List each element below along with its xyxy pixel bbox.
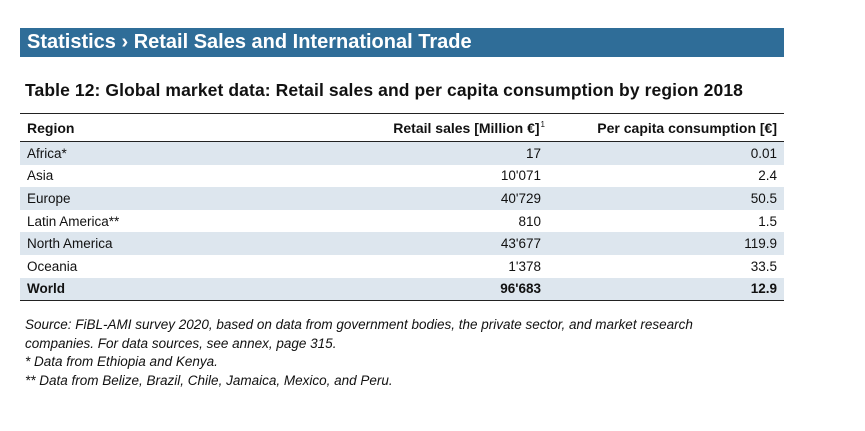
cell-region: Africa* [20, 141, 334, 165]
cell-region: Latin America** [20, 209, 334, 233]
source-note-line-2: companies. For data sources, see annex, … [25, 335, 337, 351]
table-row: Oceania 1'378 33.5 [20, 254, 784, 278]
cell-retail-sales: 40'729 [334, 187, 548, 210]
header-region: Region [20, 113, 334, 142]
cell-per-capita: 1.5 [548, 209, 784, 233]
market-data-table: Region Retail sales [Million €]1 Per cap… [20, 113, 784, 302]
cell-per-capita: 2.4 [548, 164, 784, 188]
cell-region: Asia [20, 164, 334, 188]
cell-total-per-capita: 12.9 [548, 277, 784, 302]
table-row: Europe 40'729 50.5 [20, 187, 784, 210]
cell-retail-sales: 17 [334, 141, 548, 165]
cell-per-capita: 119.9 [548, 232, 784, 255]
cell-retail-sales: 10'071 [334, 164, 548, 188]
cell-per-capita: 0.01 [548, 141, 784, 165]
cell-region: Europe [20, 187, 334, 210]
header-region-label: Region [27, 119, 75, 136]
cell-region: Oceania [20, 254, 334, 278]
footnote-mark: 1 [540, 119, 545, 129]
cell-retail-sales: 1'378 [334, 254, 548, 278]
cell-retail-sales: 43'677 [334, 232, 548, 255]
cell-per-capita: 50.5 [548, 187, 784, 210]
footnote-africa: * Data from Ethiopia and Kenya. [25, 354, 218, 369]
header-retail-sales: Retail sales [Million €]1 [334, 113, 548, 142]
cell-region: North America [20, 232, 334, 255]
cell-retail-sales: 810 [334, 209, 548, 233]
table-caption: Table 12: Global market data: Retail sal… [25, 80, 744, 100]
cell-total-retail-sales: 96'683 [334, 277, 548, 302]
cell-per-capita: 33.5 [548, 254, 784, 278]
table-row: Latin America** 810 1.5 [20, 209, 784, 233]
table-header-row: Region Retail sales [Million €]1 Per cap… [20, 113, 784, 142]
table-row: Africa* 17 0.01 [20, 141, 784, 165]
header-retail-sales-label: Retail sales [Million €] [393, 119, 540, 136]
section-banner: Statistics › Retail Sales and Internatio… [20, 28, 784, 57]
cell-total-region: World [20, 277, 334, 302]
section-banner-title: Statistics › Retail Sales and Internatio… [27, 31, 472, 53]
header-per-capita: Per capita consumption [€] [548, 113, 784, 142]
table-total-row: World 96'683 12.9 [20, 277, 784, 302]
table-notes: Source: FiBL-AMI survey 2020, based on d… [25, 316, 785, 390]
footnote-latin-america: ** Data from Belize, Brazil, Chile, Jama… [25, 372, 393, 388]
source-note-line-1: Source: FiBL-AMI survey 2020, based on d… [25, 317, 693, 332]
table-row: Asia 10'071 2.4 [20, 164, 784, 188]
header-per-capita-label: Per capita consumption [€] [597, 119, 777, 136]
table-row: North America 43'677 119.9 [20, 232, 784, 255]
